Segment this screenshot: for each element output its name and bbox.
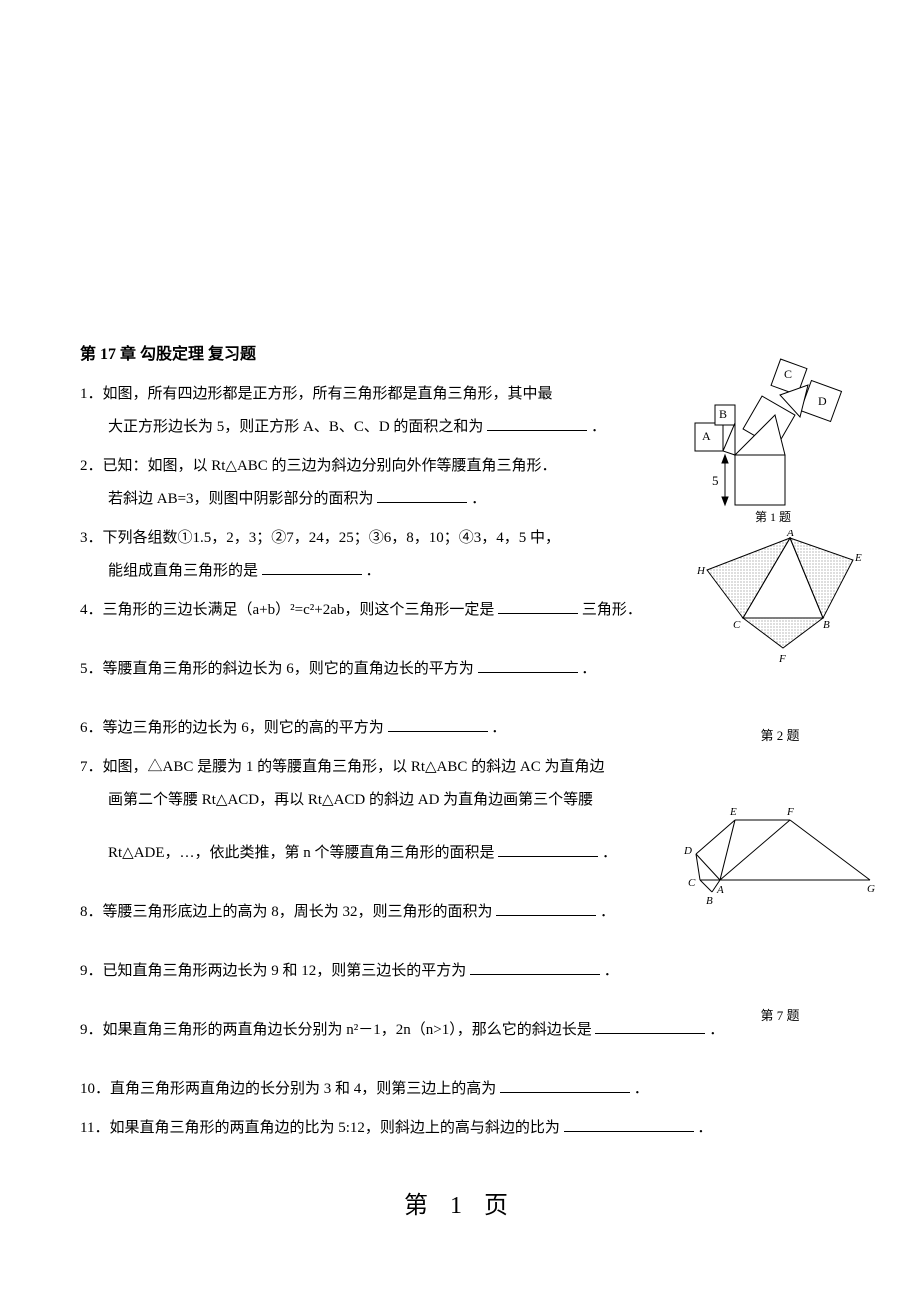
q2-text: 若斜边 AB=3，则图中阴影部分的面积为 xyxy=(108,491,374,507)
fig7-caption: 第 7 题 xyxy=(680,1005,880,1024)
q6-period: ． xyxy=(491,720,506,736)
q11-text: 11．如果直角三角形的两直角边的比为 5:12，则斜边上的高与斜边的比为 xyxy=(80,1120,560,1136)
q5-blank xyxy=(478,657,578,673)
fig2-label-H: H xyxy=(696,565,706,577)
fig7-label-E: E xyxy=(729,806,737,818)
fig7-label-A: A xyxy=(716,884,724,896)
q7-line3: Rt△ADE，…，依此类推，第 n 个等腰直角三角形的面积是 ． xyxy=(80,845,617,861)
q9-period: ． xyxy=(604,963,619,979)
q11-blank xyxy=(564,1116,694,1132)
fig7-label-F: F xyxy=(786,806,794,818)
q2-blank xyxy=(377,487,467,503)
fig1-caption: 第 1 题 xyxy=(755,510,791,524)
question-7: 7．如图，△ABC 是腰为 1 的等腰直角三角形，以 Rt△ABC 的斜边 AC… xyxy=(80,751,700,870)
q3-blank xyxy=(262,559,362,575)
q1-text: 大正方形边长为 5，则正方形 A、B、C、D 的面积之和为 xyxy=(108,419,483,435)
q9-blank xyxy=(470,959,600,975)
q10-period: ． xyxy=(634,1081,649,1097)
fig7-label-C: C xyxy=(688,877,696,889)
fig7-label-G: G xyxy=(867,883,875,895)
q7-blank xyxy=(498,841,598,857)
q3-text: 能组成直角三角形的是 xyxy=(108,563,258,579)
question-11: 11．如果直角三角形的两直角边的比为 5:12，则斜边上的高与斜边的比为 ． xyxy=(80,1112,840,1145)
q2-line2: 若斜边 AB=3，则图中阴影部分的面积为 ． xyxy=(80,491,486,507)
q5-period: ． xyxy=(581,661,596,677)
q10-text: 10．直角三角形两直角边的长分别为 3 和 4，则第三边上的高为 xyxy=(80,1081,496,1097)
q11-period: ． xyxy=(697,1120,712,1136)
question-4: 4．三角形的三边长满足（a+b）²=c²+2ab，则这个三角形一定是 三角形． xyxy=(80,594,700,627)
q9b-text: 9．如果直角三角形的两直角边长分别为 n²－1，2n（n>1），那么它的斜边长是 xyxy=(80,1022,592,1038)
q8-period: ． xyxy=(600,904,615,920)
q1-blank xyxy=(487,415,587,431)
q7-line1: 7．如图，△ABC 是腰为 1 的等腰直角三角形，以 Rt△ABC 的斜边 AC… xyxy=(80,759,604,775)
q7-line2: 画第二个等腰 Rt△ACD，再以 Rt△ACD 的斜边 AD 为直角边画第三个等… xyxy=(80,792,593,808)
q2-line1: 2．已知：如图，以 Rt△ABC 的三边为斜边分别向外作等腰直角三角形． xyxy=(80,458,557,474)
fig2-label-F: F xyxy=(778,653,786,665)
figure-1: 5 A B C D 第 1 题 xyxy=(680,355,850,530)
fig1-label-C: C xyxy=(784,367,792,381)
q9-text: 9．已知直角三角形两边长为 9 和 12，则第三边长的平方为 xyxy=(80,963,466,979)
page-number: 第 1 页 xyxy=(80,1185,840,1220)
fig1-label-D: D xyxy=(818,394,827,408)
fig2-label-C: C xyxy=(733,619,741,631)
fig2-caption: 第 2 题 xyxy=(695,725,865,744)
q6-blank xyxy=(388,716,488,732)
fig7-label-B: B xyxy=(706,895,713,907)
fig1-label-A: A xyxy=(702,429,711,443)
figure-2-svg: A B C E F H xyxy=(695,530,865,680)
q8-blank xyxy=(496,900,596,916)
q4-tail: 三角形． xyxy=(582,602,642,618)
question-3: 3．下列各组数①1.5，2，3；②7，24，25；③6，8，10；④3，4，5 … xyxy=(80,522,700,588)
fig2-label-A: A xyxy=(786,530,794,539)
fig1-label-B: B xyxy=(719,407,727,421)
page: 第 17 章 勾股定理 复习题 1．如图，所有四边形都是正方形，所有三角形都是直… xyxy=(0,0,920,1260)
question-2: 2．已知：如图，以 Rt△ABC 的三边为斜边分别向外作等腰直角三角形． 若斜边… xyxy=(80,450,700,516)
q1-period: ． xyxy=(591,419,606,435)
fig7-label-D: D xyxy=(683,845,692,857)
q7-text: Rt△ADE，…，依此类推，第 n 个等腰直角三角形的面积是 xyxy=(108,845,495,861)
figure-2: A B C E F H 第 2 题 xyxy=(695,530,865,744)
q1-line1: 1．如图，所有四边形都是正方形，所有三角形都是直角三角形，其中最 xyxy=(80,386,553,402)
question-5: 5．等腰直角三角形的斜边长为 6，则它的直角边长的平方为 ． xyxy=(80,653,700,686)
spacer xyxy=(80,1053,840,1073)
q1-line2: 大正方形边长为 5，则正方形 A、B、C、D 的面积之和为 ． xyxy=(80,419,606,435)
question-6: 6．等边三角形的边长为 6，则它的高的平方为 ． xyxy=(80,712,700,745)
figure-7: A B C D E F G 第 7 题 xyxy=(680,790,880,1024)
q5-text: 5．等腰直角三角形的斜边长为 6，则它的直角边长的平方为 xyxy=(80,661,474,677)
q7-period: ． xyxy=(602,845,617,861)
q10-blank xyxy=(500,1077,630,1093)
q4-blank xyxy=(498,598,578,614)
fig2-label-B: B xyxy=(823,619,830,631)
figure-1-svg: 5 A B C D 第 1 题 xyxy=(680,355,850,525)
q2-period: ． xyxy=(471,491,486,507)
q8-text: 8．等腰三角形底边上的高为 8，周长为 32，则三角形的面积为 xyxy=(80,904,493,920)
q3-line2: 能组成直角三角形的是 ． xyxy=(80,563,381,579)
question-1: 1．如图，所有四边形都是正方形，所有三角形都是直角三角形，其中最 大正方形边长为… xyxy=(80,378,700,444)
q3-period: ． xyxy=(366,563,381,579)
q6-text: 6．等边三角形的边长为 6，则它的高的平方为 xyxy=(80,720,384,736)
fig1-label-5: 5 xyxy=(712,473,719,488)
fig2-label-E: E xyxy=(854,552,862,564)
question-10: 10．直角三角形两直角边的长分别为 3 和 4，则第三边上的高为 ． xyxy=(80,1073,840,1106)
q9b-period: ． xyxy=(709,1022,724,1038)
q4-text: 4．三角形的三边长满足（a+b）²=c²+2ab，则这个三角形一定是 xyxy=(80,602,494,618)
figure-7-svg: A B C D E F G xyxy=(680,790,880,910)
q3-line1: 3．下列各组数①1.5，2，3；②7，24，25；③6，8，10；④3，4，5 … xyxy=(80,530,560,546)
